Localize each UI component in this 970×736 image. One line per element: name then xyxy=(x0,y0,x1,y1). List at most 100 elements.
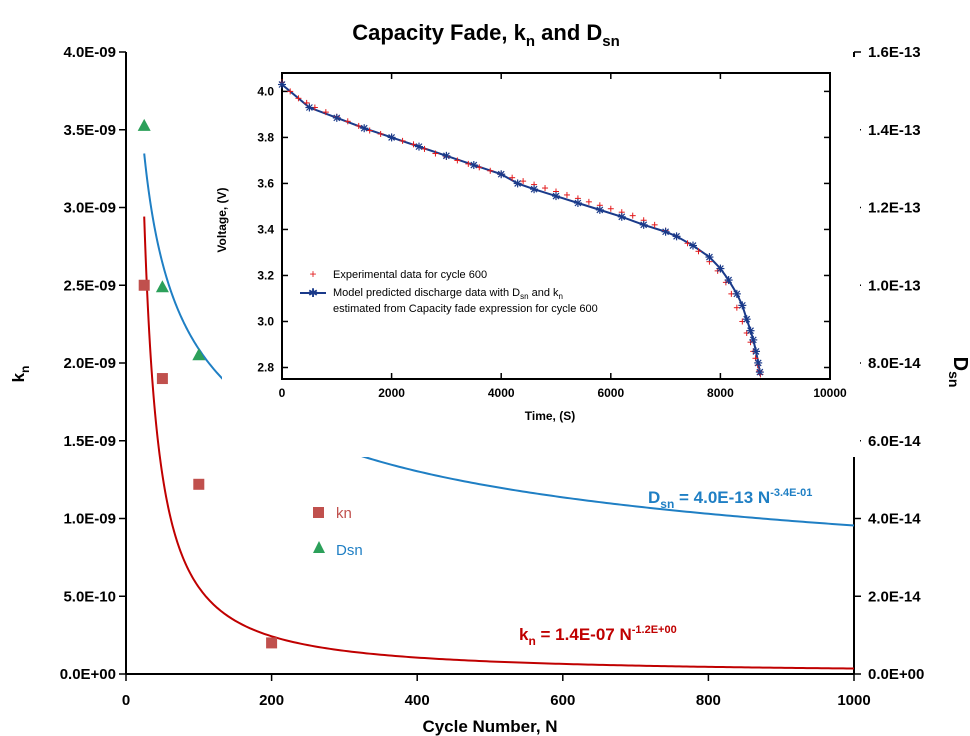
x-axis-label: Cycle Number, N xyxy=(422,717,557,736)
inset-model-point xyxy=(360,124,369,133)
inset-x-tick-label: 6000 xyxy=(597,386,624,400)
kn-fit-curve xyxy=(143,216,855,670)
kn-data-point xyxy=(193,478,205,490)
inset-y-axis-label: Voltage, (V) xyxy=(215,187,229,252)
inset-model-point xyxy=(497,170,506,179)
inset-experimental-point xyxy=(465,160,472,167)
inset-model-point xyxy=(732,289,741,298)
inset-experimental-point xyxy=(695,248,702,255)
inset-experimental-point xyxy=(542,185,549,192)
inset-experimental-point xyxy=(355,122,362,129)
inset-x-tick-label: 10000 xyxy=(813,386,847,400)
Dsn-data-point xyxy=(137,118,151,131)
inset-experimental-point xyxy=(287,88,294,95)
kn-data-point xyxy=(156,373,168,385)
right-axis-label: Dsn xyxy=(946,357,970,388)
inset-experimental-point xyxy=(377,130,384,137)
inset-experimental-point xyxy=(733,304,740,311)
legend-dsn-label: Dsn xyxy=(336,542,363,559)
x-tick-label: 0 xyxy=(122,692,130,709)
inset-x-tick-label: 4000 xyxy=(488,386,515,400)
inset-model-point xyxy=(724,276,733,285)
Dsn-data-point xyxy=(192,348,206,361)
inset-model-point xyxy=(755,368,764,377)
x-axis-ticks: 0 200 400 600 800 1000 xyxy=(122,674,871,709)
inset-y-tick-label: 2.8 xyxy=(257,360,274,374)
inset-legend-experimental: Experimental data for cycle 600 xyxy=(333,269,487,281)
inset-experimental-point xyxy=(487,167,494,174)
left-axis-ticks: 0.0E+00 5.0E-10 1.0E-09 1.5E-09 2.0E-09 2.5E-… xyxy=(60,44,126,683)
main-legend: kn Dsn xyxy=(313,505,363,559)
inset-model-point xyxy=(716,264,725,273)
inset-legend-model-line1: Model predicted discharge data with Dsn … xyxy=(333,287,563,301)
inset-legend-plus-marker: + xyxy=(309,267,316,281)
inset-model-point xyxy=(442,151,451,160)
legend-dsn-marker xyxy=(313,541,325,553)
legend-kn-marker xyxy=(313,507,324,518)
Dsn-data-point xyxy=(155,280,169,293)
inset-model-point xyxy=(595,205,604,214)
inset-experimental-point xyxy=(476,164,483,171)
inset-plot-frame xyxy=(281,72,831,380)
inset-model-point xyxy=(738,301,747,310)
x-tick-label: 1000 xyxy=(837,692,870,709)
inset-y-tick-label: 3.2 xyxy=(257,268,274,282)
inset-background xyxy=(222,57,860,457)
inset-chart: 0 2000 4000 6000 8000 10000 2.8 3.0 3.2 3.4 3.6 3.8… xyxy=(215,57,860,457)
inset-model-point xyxy=(469,161,478,170)
legend-kn-label: kn xyxy=(336,505,352,522)
x-tick-label: 800 xyxy=(696,692,721,709)
inset-model-line xyxy=(281,83,761,373)
left-tick-label: 2.0E-09 xyxy=(63,355,116,372)
inset-model-point xyxy=(387,133,396,142)
kn-data-point xyxy=(266,637,278,649)
left-tick-label: 4.0E-09 xyxy=(63,44,116,61)
right-axis-ticks: 0.0E+00 2.0E-14 4.0E-14 6.0E-14 8.0E-14 1.0E-… xyxy=(854,44,924,683)
inset-experimental-point xyxy=(585,198,592,205)
chart-title: Capacity Fade, kn and Dsn xyxy=(352,20,620,50)
inset-y-tick-label: 3.4 xyxy=(257,222,274,236)
inset-x-tick-label: 0 xyxy=(279,386,286,400)
inset-model-point xyxy=(332,113,341,122)
right-tick-label: 6.0E-14 xyxy=(868,433,921,450)
inset-experimental-point xyxy=(421,145,428,152)
inset-model-point xyxy=(639,220,648,229)
inset-model-point xyxy=(305,103,314,112)
right-tick-label: 1.4E-13 xyxy=(868,122,921,139)
inset-experimental-point xyxy=(563,191,570,198)
inset-experimental-point xyxy=(322,109,329,116)
inset-experimental-point xyxy=(295,95,302,102)
inset-y-tick-label: 3.8 xyxy=(257,130,274,144)
left-tick-label: 1.0E-09 xyxy=(63,511,116,528)
left-axis-label: kn xyxy=(9,366,32,383)
x-tick-label: 200 xyxy=(259,692,284,709)
kn-fit-equation: kn = 1.4E-07 N-1.2E+00 xyxy=(519,624,677,648)
inset-model-point xyxy=(689,241,697,250)
inset-model-point xyxy=(415,142,423,151)
inset-experimental-point xyxy=(399,137,406,144)
right-tick-label: 4.0E-14 xyxy=(868,511,921,528)
inset-legend-model-line2: estimated from Capacity fade expression … xyxy=(333,303,598,315)
inset-experimental-point xyxy=(509,174,516,181)
right-tick-label: 1.2E-13 xyxy=(868,200,921,217)
inset-legend: + Experimental data for cycle 600 ✱ Mode… xyxy=(300,267,598,315)
left-tick-label: 1.5E-09 xyxy=(63,433,116,450)
right-tick-label: 2.0E-14 xyxy=(868,588,921,605)
dsn-fit-curve xyxy=(143,153,855,527)
left-tick-label: 3.5E-09 xyxy=(63,122,116,139)
dsn-fit-equation: Dsn = 4.0E-13 N-3.4E-01 xyxy=(648,487,812,511)
left-tick-label: 3.0E-09 xyxy=(63,200,116,217)
right-tick-label: 8.0E-14 xyxy=(868,355,921,372)
inset-model-point xyxy=(752,347,761,356)
inset-x-axis-label: Time, (S) xyxy=(525,409,575,423)
inset-x-tick-label: 2000 xyxy=(378,386,405,400)
inset-experimental-point xyxy=(410,141,417,148)
right-tick-label: 1.6E-13 xyxy=(868,44,921,61)
x-tick-label: 400 xyxy=(405,692,430,709)
inset-model-point xyxy=(530,185,539,194)
inset-model-point xyxy=(746,326,755,335)
kn-data-point xyxy=(138,279,150,291)
inset-experimental-point xyxy=(344,118,351,125)
inset-model-point xyxy=(754,358,763,367)
x-tick-label: 600 xyxy=(550,692,575,709)
